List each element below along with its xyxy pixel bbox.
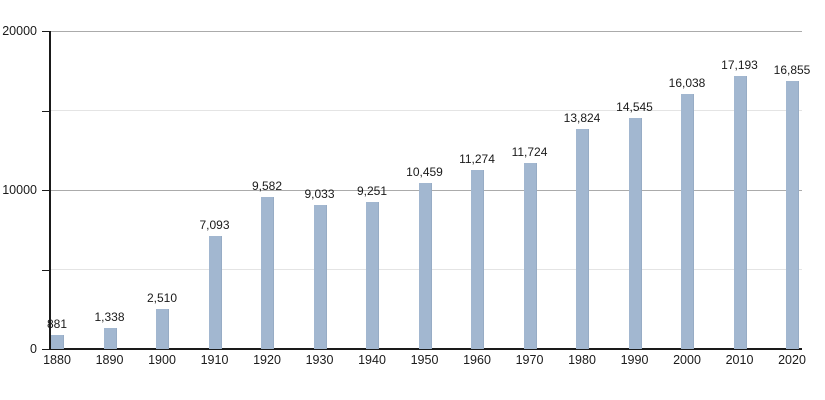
y-tick-20000	[42, 31, 50, 32]
bar-1970	[523, 162, 537, 349]
bar-value-label: 7,093	[199, 218, 230, 233]
y-axis-tick-label: 10000	[2, 183, 37, 197]
bar-1910	[208, 236, 222, 349]
x-axis-tick-label: 1980	[568, 353, 596, 367]
bar-value-label: 1,338	[94, 309, 125, 324]
x-axis-tick-label: 2020	[778, 353, 806, 367]
x-axis-tick-label: 1920	[253, 353, 281, 367]
bar-1950	[418, 182, 432, 349]
x-axis-tick-label: 1970	[515, 353, 544, 367]
bar-value-label: 9,033	[304, 187, 335, 202]
bar-1940	[366, 201, 379, 349]
bar-1920	[261, 196, 274, 349]
bar-value-label: 16,038	[668, 76, 706, 90]
bar-1930	[313, 205, 327, 349]
y-tick-15000	[42, 110, 50, 112]
bar-value-label: 2,510	[146, 291, 178, 306]
bar-1900	[156, 309, 169, 349]
bar-1980	[576, 129, 589, 349]
bar-2000	[681, 94, 694, 349]
bar-1880	[51, 335, 64, 349]
bar-value-label: 9,582	[251, 178, 283, 193]
gridline-15000	[50, 110, 802, 111]
y-axis-tick-label: 0	[30, 342, 37, 356]
bar-value-label: 16,855	[773, 63, 811, 78]
bar-value-label: 11,274	[459, 151, 495, 166]
bar-1960	[471, 169, 484, 349]
bar-value-label: 11,724	[511, 144, 548, 159]
x-axis-tick-label: 2000	[673, 353, 701, 367]
bar-1890	[103, 327, 117, 349]
x-axis-tick-label: 1960	[463, 353, 491, 367]
bar-2010	[733, 75, 747, 349]
plot-area: 881 1,338 2,510 7,093 9,582 9,033 9,251 10,459 1…	[42, 30, 810, 350]
bar-value-label: 14,545	[616, 99, 653, 114]
x-axis-tick-label: 1890	[95, 353, 124, 367]
x-axis-tick-label: 1930	[305, 353, 334, 367]
y-tick-0	[42, 349, 50, 350]
x-axis-tick-label: 1990	[620, 353, 649, 367]
bar-1990	[628, 117, 642, 349]
x-axis-labels: 1880 1890 1900 1910 1920 1930 1940 1950 1960 1970…	[43, 353, 806, 369]
x-axis-line	[49, 348, 802, 350]
x-axis-tick-label: 1940	[358, 353, 386, 367]
x-axis-tick-label: 1950	[410, 353, 439, 367]
gridline-20000	[50, 30, 802, 32]
bar-value-label: 881	[46, 317, 68, 331]
bar-value-label: 13,824	[563, 111, 601, 126]
x-axis-tick-label: 1910	[200, 353, 229, 367]
bar-value-label: 9,251	[356, 183, 388, 198]
bar-value-label: 10,459	[406, 164, 443, 179]
y-axis-tick-label: 20000	[2, 24, 37, 38]
y-tick-5000	[42, 269, 50, 271]
x-axis-tick-label: 1880	[43, 353, 71, 367]
bar-2020	[786, 81, 799, 349]
y-tick-10000	[42, 190, 50, 191]
x-axis-tick-label: 2010	[725, 353, 754, 367]
y-axis-line	[49, 31, 51, 349]
bar-value-label: 17,193	[721, 57, 758, 72]
x-axis-tick-label: 1900	[148, 353, 176, 367]
